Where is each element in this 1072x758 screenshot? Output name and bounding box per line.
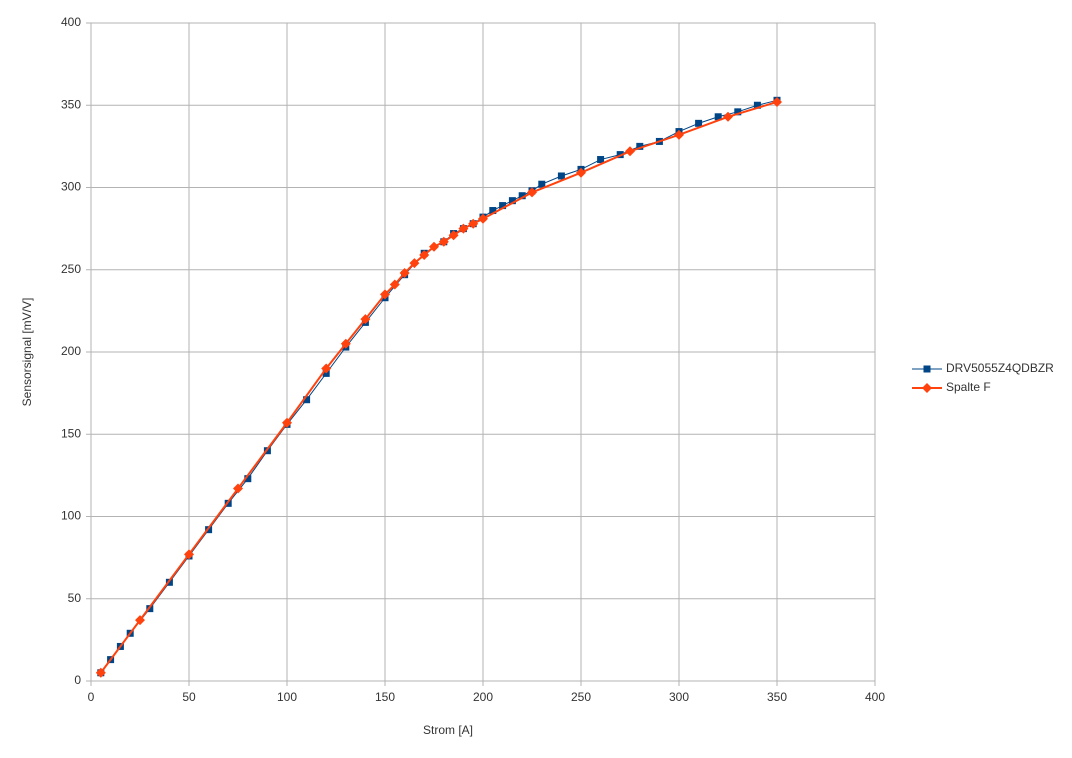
y-axis-label: Sensorsignal [mV/V] <box>20 298 34 407</box>
data-point <box>597 156 605 164</box>
data-point <box>625 146 635 157</box>
data-point <box>360 314 371 325</box>
data-point <box>233 483 243 494</box>
data-point <box>468 218 479 229</box>
data-point <box>695 119 703 127</box>
y-tick-label: 50 <box>68 591 82 605</box>
y-tick-label: 300 <box>61 180 81 194</box>
data-point <box>772 96 782 107</box>
x-tick-label: 250 <box>571 690 591 704</box>
y-tick-label: 200 <box>61 344 81 358</box>
data-point <box>489 207 497 215</box>
data-point <box>448 230 459 241</box>
data-point <box>753 101 761 109</box>
data-point <box>282 417 292 428</box>
data-point <box>438 236 449 247</box>
data-point <box>380 289 390 300</box>
x-tick-label: 100 <box>277 690 297 704</box>
data-point <box>527 187 537 198</box>
x-tick-label: 0 <box>88 690 95 704</box>
data-point <box>508 197 516 205</box>
data-point <box>429 241 439 252</box>
data-point <box>723 111 733 122</box>
data-point <box>340 338 351 349</box>
x-tick-label: 300 <box>669 690 689 704</box>
x-tick-label: 400 <box>865 690 885 704</box>
data-point <box>399 268 410 279</box>
data-point <box>557 172 565 180</box>
y-tick-label: 150 <box>61 426 81 440</box>
legend-label: Spalte F <box>946 380 991 394</box>
data-point <box>499 202 507 210</box>
legend-marker <box>923 365 931 373</box>
y-tick-label: 400 <box>61 15 81 29</box>
data-point <box>419 249 430 260</box>
legend-label: DRV5055Z4QDBZR <box>946 361 1054 375</box>
data-point <box>714 113 722 121</box>
x-tick-label: 200 <box>473 690 493 704</box>
data-point <box>734 108 742 116</box>
x-tick-label: 50 <box>182 690 196 704</box>
y-tick-label: 250 <box>61 262 81 276</box>
y-tick-label: 0 <box>74 673 81 687</box>
data-point <box>538 180 546 188</box>
y-tick-label: 100 <box>61 509 81 523</box>
data-point <box>636 142 644 150</box>
data-point <box>674 129 684 140</box>
data-point <box>244 475 252 483</box>
data-point <box>95 667 106 678</box>
data-point <box>458 223 469 234</box>
data-point <box>135 615 145 626</box>
data-point <box>478 213 488 224</box>
data-point <box>389 279 400 290</box>
x-tick-label: 350 <box>767 690 787 704</box>
x-axis-label: Strom [A] <box>423 723 473 737</box>
data-point <box>303 396 311 404</box>
data-point <box>184 549 194 560</box>
data-point <box>576 167 586 178</box>
x-tick-label: 150 <box>375 690 395 704</box>
y-tick-label: 350 <box>61 97 81 111</box>
data-point <box>321 363 332 374</box>
legend-marker <box>922 383 932 393</box>
data-point <box>518 192 526 200</box>
data-point <box>409 258 420 269</box>
